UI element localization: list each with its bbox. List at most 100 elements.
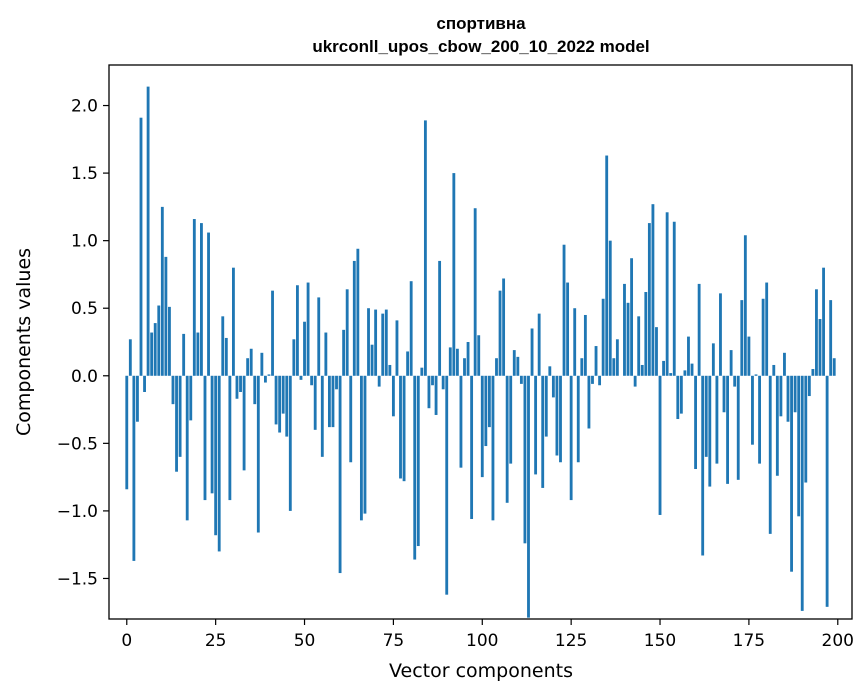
bar-114 [530,328,534,376]
bar-18 [189,375,193,421]
y-tick-label: 2.0 [71,97,98,117]
bar-155 [676,375,680,420]
bar-63 [349,375,353,463]
bar-143 [633,375,637,387]
bar-196 [822,267,825,376]
bar-103 [491,375,495,521]
bar-172 [736,375,740,480]
bar-10 [160,206,164,376]
bar-189 [797,375,801,517]
bar-85 [427,375,431,409]
bar-197 [825,375,829,607]
bar-135 [605,155,609,376]
bar-33 [242,375,246,471]
y-axis-ticks: −1.5 −1.0 −0.5 0.0 0.5 1.0 1.5 2.0 [57,97,109,589]
bar-104 [495,358,498,376]
bar-43 [278,375,282,433]
bar-144 [637,316,641,376]
bar-178 [758,375,761,464]
bar-48 [295,285,299,376]
x-tick-label: 25 [205,631,227,651]
bar-132 [594,346,598,376]
bar-30 [232,267,235,376]
bar-98 [473,208,477,376]
bar-199 [832,358,836,376]
bar-130 [587,375,591,429]
bar-22 [203,375,207,501]
bar-21 [200,223,203,376]
bar-166 [715,375,719,464]
bar-171 [733,375,737,387]
bar-150 [658,375,662,515]
bar-138 [615,339,619,376]
bar-29 [228,375,232,501]
bar-74 [388,364,392,376]
bar-84 [423,120,427,376]
bar-5 [143,375,146,392]
y-tick-label: −1.5 [57,569,98,589]
bar-158 [687,336,690,376]
bar-26 [217,375,221,552]
bar-194 [815,289,818,376]
bar-60 [338,375,342,574]
bar-116 [537,313,541,376]
bar-81 [413,375,417,560]
bar-147 [647,223,651,376]
bar-157 [683,370,687,376]
bar-105 [498,290,502,376]
bar-67 [363,375,367,514]
bar-47 [292,339,296,376]
bar-133 [598,375,602,386]
bar-128 [580,358,584,376]
bar-55 [320,375,324,457]
bar-77 [399,375,402,479]
bar-12 [168,306,171,376]
bar-69 [370,344,374,376]
bar-110 [516,356,520,376]
bar-165 [711,343,715,376]
bar-124 [566,282,570,376]
bar-39 [263,375,267,383]
bar-20 [196,332,200,376]
bar-19 [192,219,196,376]
x-tick-label: 0 [121,631,132,651]
bar-167 [719,293,722,376]
bar-7 [150,332,154,376]
y-tick-label: 1.5 [71,164,98,184]
y-tick-label: 0.0 [71,367,98,387]
bar-173 [740,300,744,376]
x-tick-label: 175 [733,631,765,651]
bar-56 [324,332,328,376]
bar-179 [761,298,765,376]
bar-68 [367,308,370,376]
x-axis-ticks: 0 25 50 75 100 125 150 175 200 [121,619,854,651]
bar-145 [640,364,644,376]
bar-44 [281,375,285,414]
bar-127 [576,375,580,463]
bar-90 [445,375,449,595]
bar-187 [790,375,793,572]
bar-121 [555,375,559,456]
bar-180 [765,282,769,376]
bar-109 [512,350,516,376]
bar-42 [274,375,278,425]
bar-23 [207,232,210,376]
bar-92 [452,173,456,376]
chart-title-line-2: ukrconll_upos_cbow_200_10_2022 model [312,37,649,56]
bar-78 [402,375,406,482]
bar-66 [359,375,363,521]
bar-51 [306,282,310,376]
bar-120 [551,375,555,398]
bar-183 [775,375,779,476]
bar-141 [626,302,630,376]
bar-163 [704,375,708,457]
bar-125 [569,375,573,501]
bar-151 [662,360,666,376]
bar-87 [434,375,438,415]
bar-118 [544,375,548,437]
bar-75 [391,375,395,417]
bar-45 [285,375,289,437]
bar-73 [384,309,388,376]
bar-14 [175,375,178,472]
